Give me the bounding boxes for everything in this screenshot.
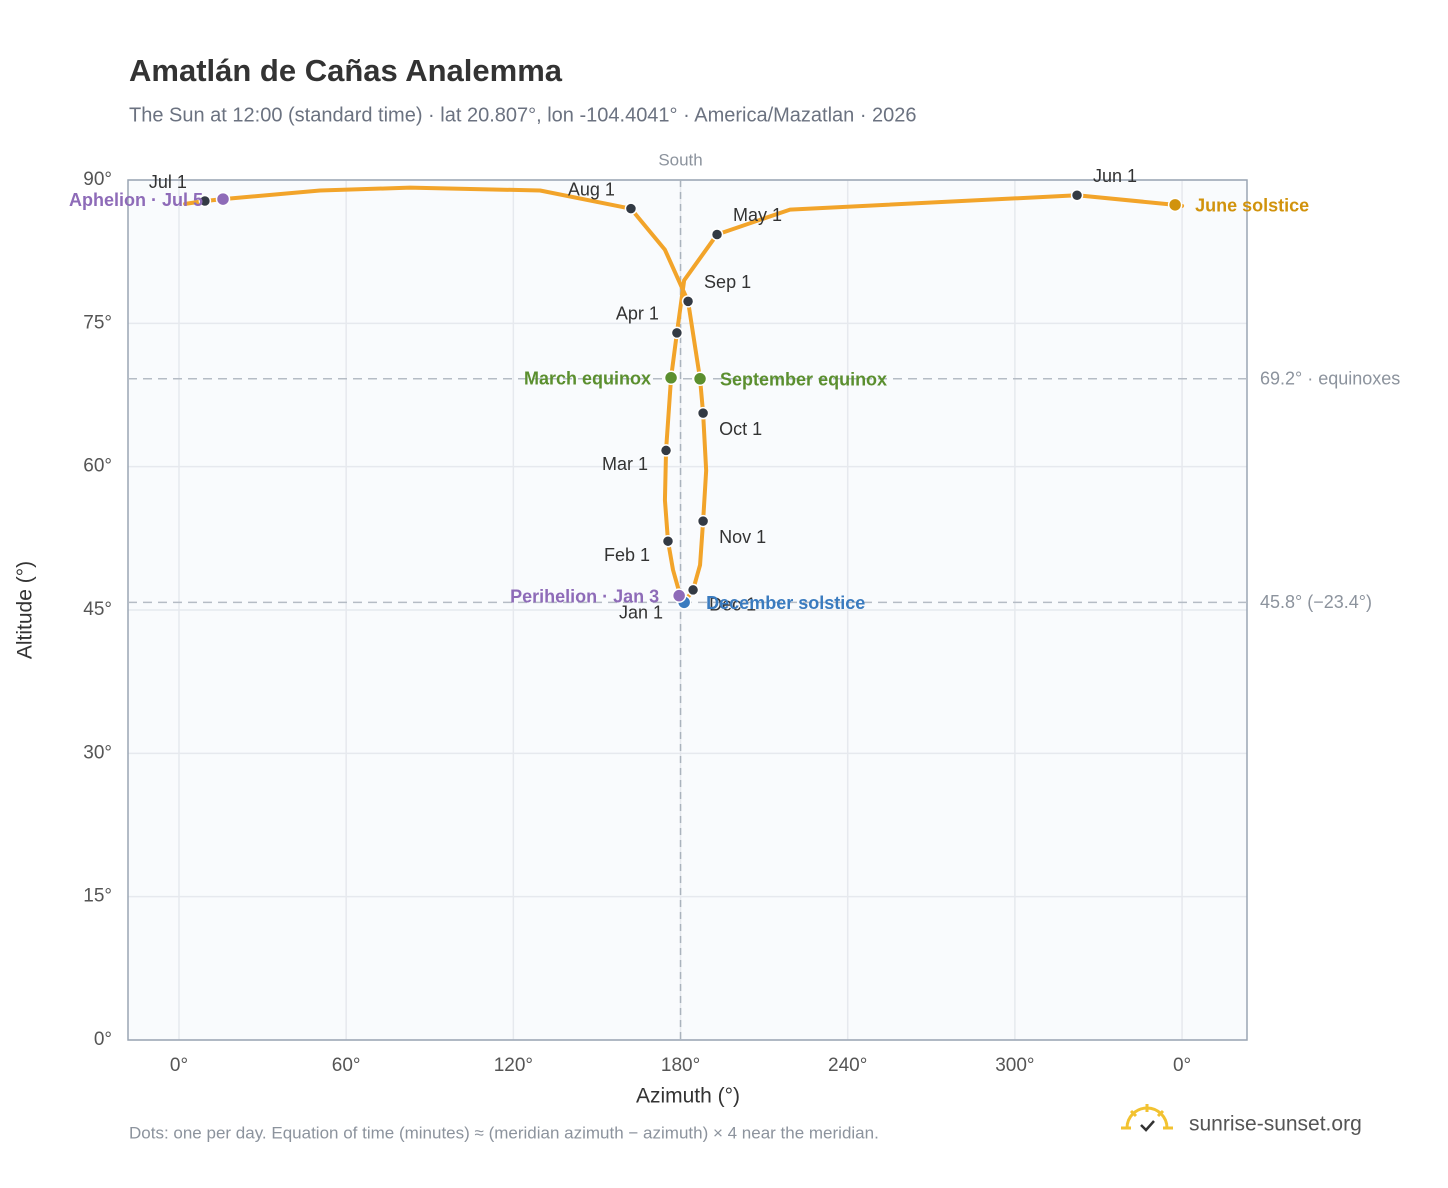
month-label: Jan 1 <box>619 602 663 622</box>
y-tick-label: 90° <box>83 169 112 190</box>
x-tick-label: 0° <box>170 1055 188 1076</box>
month-marker <box>659 444 673 457</box>
y-tick-label: 0° <box>94 1029 112 1050</box>
month-marker <box>624 202 638 215</box>
event-marker <box>1167 197 1183 213</box>
event-label: December solstice <box>706 593 865 613</box>
x-tick-label: 120° <box>494 1055 533 1076</box>
month-marker <box>696 514 710 528</box>
month-label: Dec 1 <box>709 595 756 615</box>
y-tick-label: 45° <box>83 599 112 620</box>
month-marker <box>1070 189 1084 202</box>
event-label: Perihelion · Jan 3 <box>510 586 659 606</box>
month-marker <box>670 326 684 340</box>
meridian-label: South <box>658 150 702 169</box>
event-marker <box>663 370 679 386</box>
y-tick-label: 75° <box>83 312 112 333</box>
y-tick-label: 30° <box>83 742 112 763</box>
reference-label: 45.8° (−23.4°) <box>1260 592 1372 612</box>
month-label: Aug 1 <box>568 179 615 199</box>
event-label: June solstice <box>1195 196 1309 216</box>
x-tick-label: 180° <box>661 1055 700 1076</box>
event-label: September equinox <box>720 370 887 390</box>
event-marker <box>215 191 231 207</box>
month-label: Oct 1 <box>719 419 762 439</box>
plot-border <box>127 179 1248 1041</box>
month-label: Nov 1 <box>719 527 766 547</box>
x-tick-label: 240° <box>828 1055 867 1076</box>
month-label: Sep 1 <box>704 272 751 292</box>
event-marker <box>671 588 687 603</box>
y-tick-label: 60° <box>83 456 112 477</box>
month-label: Apr 1 <box>616 304 659 324</box>
chart-title: Amatlán de Cañas Analemma <box>129 53 563 88</box>
month-marker <box>710 228 724 241</box>
footnote: Dots: one per day. Equation of time (min… <box>129 1123 879 1142</box>
month-marker <box>198 194 212 208</box>
month-label: Mar 1 <box>602 454 648 474</box>
brand: sunrise-sunset.org <box>1189 1113 1362 1136</box>
event-label: Aphelion · Jul 5 <box>69 190 203 210</box>
event-marker <box>692 371 708 387</box>
month-marker <box>696 406 710 420</box>
month-label: May 1 <box>733 205 782 225</box>
y-tick-label: 15° <box>83 886 112 907</box>
reference-label: 69.2° · equinoxes <box>1260 369 1400 389</box>
x-tick-label: 300° <box>995 1055 1034 1076</box>
y-axis-title: Altitude (°) <box>14 561 37 659</box>
logo <box>1121 1104 1173 1132</box>
x-tick-label: 0° <box>1173 1055 1191 1076</box>
x-axis-title: Azimuth (°) <box>636 1085 740 1108</box>
month-marker <box>681 295 695 308</box>
event-label: March equinox <box>524 369 651 389</box>
month-label: Feb 1 <box>604 545 650 565</box>
x-tick-label: 60° <box>332 1055 361 1076</box>
month-marker <box>661 534 675 548</box>
chart-subtitle: The Sun at 12:00 (standard time) · lat 2… <box>129 104 917 126</box>
month-label: Jul 1 <box>149 172 187 192</box>
month-marker <box>686 583 700 597</box>
month-label: Jun 1 <box>1093 166 1137 186</box>
